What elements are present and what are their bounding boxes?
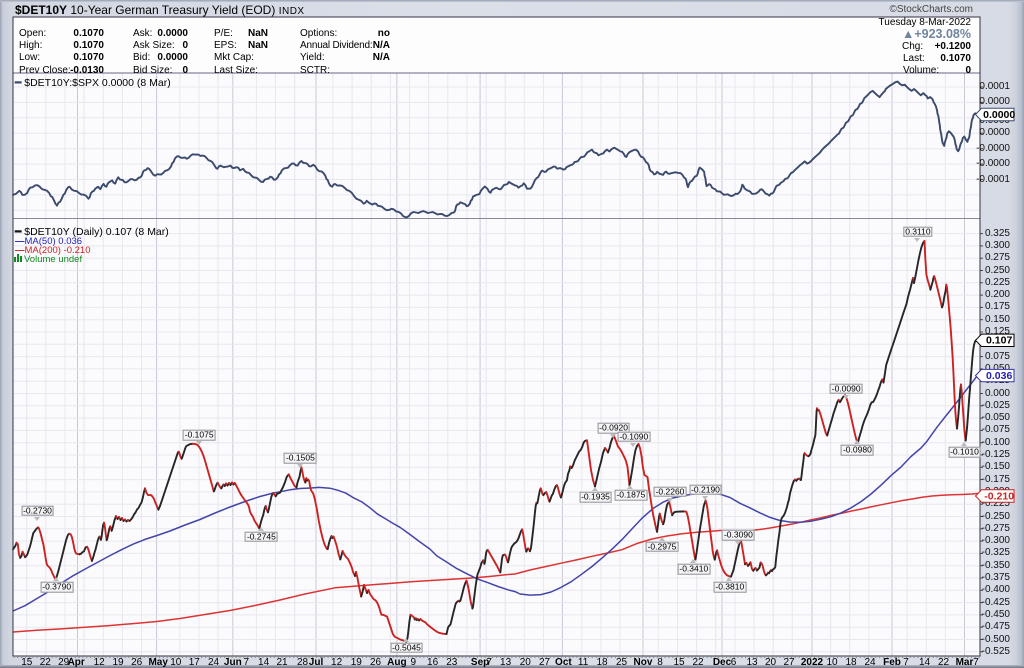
svg-text:0.0000: 0.0000 <box>983 109 1015 121</box>
svg-text:0.107: 0.107 <box>986 335 1012 347</box>
svg-text:-0.210: -0.210 <box>984 490 1014 502</box>
svg-text:0.036: 0.036 <box>986 370 1012 382</box>
